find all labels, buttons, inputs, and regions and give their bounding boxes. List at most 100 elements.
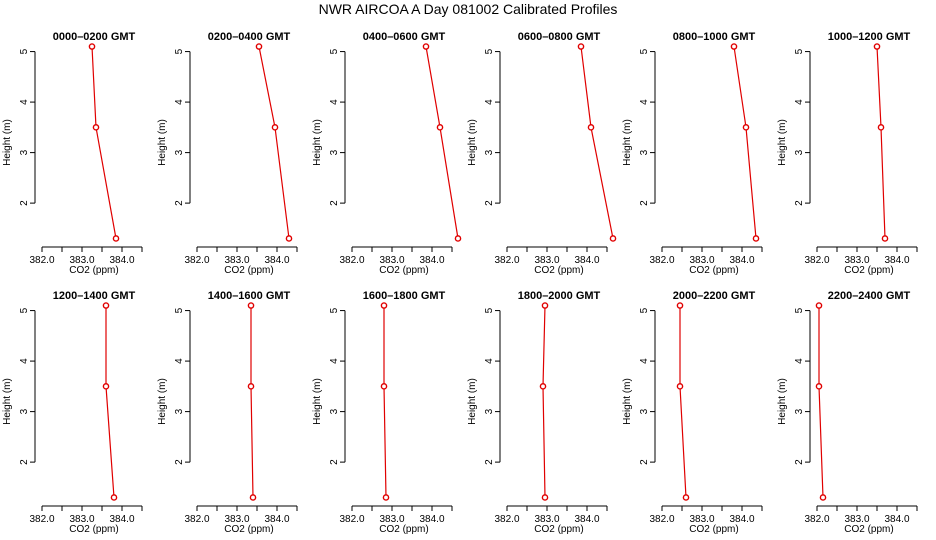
profile-line bbox=[876, 46, 886, 239]
profile-point bbox=[609, 235, 617, 242]
x-tick-label: 382.0 bbox=[649, 255, 674, 266]
x-axis-label: CO2 (ppm) bbox=[534, 265, 583, 276]
profile-line bbox=[818, 305, 824, 498]
y-tick-label: 2 bbox=[484, 200, 495, 206]
panel-title: 0000–0200 GMT bbox=[53, 31, 136, 43]
profile-line bbox=[250, 305, 254, 498]
x-tick-label: 382.0 bbox=[494, 514, 519, 525]
x-axis-label: CO2 (ppm) bbox=[844, 265, 893, 276]
profile-point bbox=[877, 124, 885, 131]
panel-title: 1000–1200 GMT bbox=[828, 31, 911, 43]
y-tick-label: 5 bbox=[794, 307, 805, 313]
x-axis-label: CO2 (ppm) bbox=[379, 265, 428, 276]
y-tick-label: 4 bbox=[174, 358, 185, 364]
x-tick-label: 382.0 bbox=[339, 514, 364, 525]
y-tick-label: 4 bbox=[794, 358, 805, 364]
figure-title: NWR AIRCOA A Day 081002 Calibrated Profi… bbox=[319, 1, 618, 17]
profile-point bbox=[730, 43, 738, 50]
y-tick-label: 4 bbox=[484, 99, 495, 105]
profile-point bbox=[92, 124, 100, 131]
x-tick-label: 384.0 bbox=[729, 255, 754, 266]
y-tick-label: 3 bbox=[329, 149, 340, 155]
y-tick-label: 5 bbox=[794, 48, 805, 54]
y-tick-label: 5 bbox=[174, 307, 185, 313]
x-tick-label: 383.0 bbox=[689, 514, 714, 525]
profile-point bbox=[587, 124, 595, 131]
y-tick-label: 3 bbox=[484, 408, 495, 414]
x-tick-label: 384.0 bbox=[884, 255, 909, 266]
x-axis-label: CO2 (ppm) bbox=[69, 524, 118, 535]
x-tick-label: 383.0 bbox=[534, 514, 559, 525]
profile-point bbox=[255, 43, 263, 50]
x-tick-label: 384.0 bbox=[574, 255, 599, 266]
panel-title: 0200–0400 GMT bbox=[208, 31, 291, 43]
x-axis-label: CO2 (ppm) bbox=[379, 524, 428, 535]
x-tick-label: 382.0 bbox=[804, 514, 829, 525]
profile-point bbox=[102, 383, 110, 390]
y-axis-label: Height (m) bbox=[2, 378, 13, 425]
y-tick-label: 4 bbox=[329, 99, 340, 105]
profile-point bbox=[249, 494, 257, 501]
x-tick-label: 383.0 bbox=[379, 255, 404, 266]
y-tick-label: 2 bbox=[484, 459, 495, 465]
y-tick-label: 4 bbox=[639, 358, 650, 364]
profile-line bbox=[679, 305, 687, 498]
x-axis-label: CO2 (ppm) bbox=[844, 524, 893, 535]
x-tick-label: 382.0 bbox=[29, 514, 54, 525]
profile-line bbox=[383, 305, 387, 498]
profile-line bbox=[105, 305, 115, 498]
y-tick-label: 2 bbox=[794, 200, 805, 206]
profile-point bbox=[247, 383, 255, 390]
y-tick-label: 5 bbox=[174, 48, 185, 54]
profile-point bbox=[676, 302, 684, 309]
profile-point bbox=[382, 494, 390, 501]
y-tick-label: 4 bbox=[794, 99, 805, 105]
x-axis-label: CO2 (ppm) bbox=[689, 524, 738, 535]
profile-line bbox=[258, 46, 290, 239]
panel-title: 1600–1800 GMT bbox=[363, 290, 446, 302]
y-axis-label: Height (m) bbox=[467, 378, 478, 425]
profile-point bbox=[102, 302, 110, 309]
x-axis-label: CO2 (ppm) bbox=[224, 524, 273, 535]
profile-point bbox=[539, 383, 547, 390]
profile-point bbox=[815, 383, 823, 390]
y-tick-label: 4 bbox=[19, 358, 30, 364]
panel-title: 1400–1600 GMT bbox=[208, 290, 291, 302]
x-tick-label: 383.0 bbox=[69, 255, 94, 266]
y-tick-label: 2 bbox=[639, 200, 650, 206]
y-axis-label: Height (m) bbox=[622, 378, 633, 425]
panel-title: 0800–1000 GMT bbox=[673, 31, 756, 43]
x-tick-label: 382.0 bbox=[494, 255, 519, 266]
y-tick-label: 2 bbox=[174, 459, 185, 465]
x-tick-label: 384.0 bbox=[419, 514, 444, 525]
x-tick-label: 384.0 bbox=[574, 514, 599, 525]
profile-line bbox=[580, 46, 614, 239]
y-tick-label: 4 bbox=[329, 358, 340, 364]
x-axis-label: CO2 (ppm) bbox=[534, 524, 583, 535]
profile-point bbox=[271, 124, 279, 131]
y-axis-label: Height (m) bbox=[622, 119, 633, 166]
panel-title: 1800–2000 GMT bbox=[518, 290, 601, 302]
panel-title: 1200–1400 GMT bbox=[53, 290, 136, 302]
x-tick-label: 382.0 bbox=[184, 514, 209, 525]
y-tick-label: 3 bbox=[329, 408, 340, 414]
x-tick-label: 383.0 bbox=[844, 255, 869, 266]
y-tick-label: 3 bbox=[19, 149, 30, 155]
y-tick-label: 3 bbox=[174, 149, 185, 155]
panel-title: 2200–2400 GMT bbox=[828, 290, 911, 302]
profile-point bbox=[752, 235, 760, 242]
x-axis-label: CO2 (ppm) bbox=[689, 265, 738, 276]
profile-point bbox=[682, 494, 690, 501]
y-tick-label: 3 bbox=[19, 408, 30, 414]
x-tick-label: 384.0 bbox=[884, 514, 909, 525]
y-tick-label: 5 bbox=[19, 307, 30, 313]
y-axis-label: Height (m) bbox=[777, 378, 788, 425]
